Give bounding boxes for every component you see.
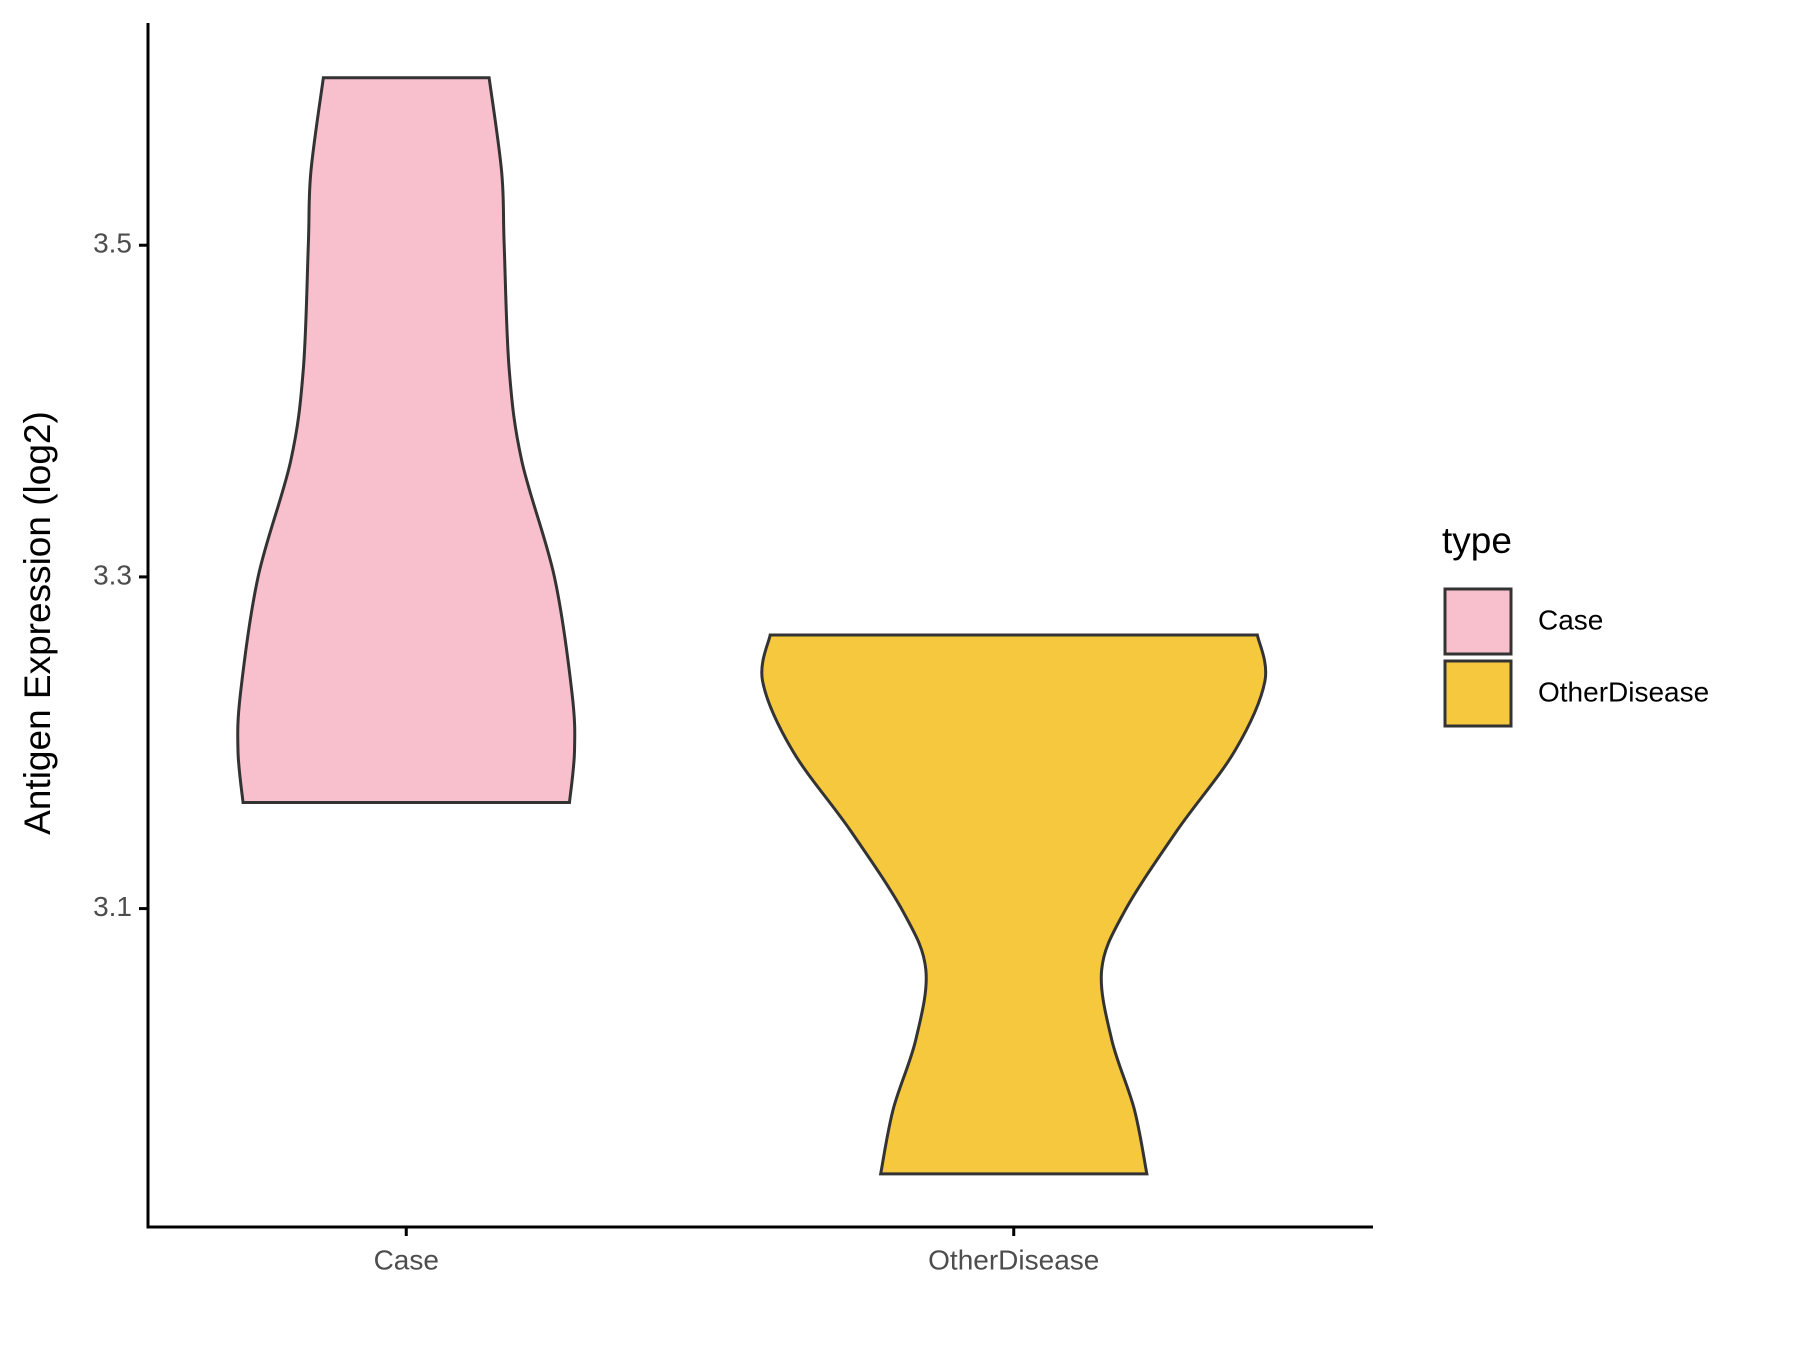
legend-label: Case: [1538, 604, 1603, 635]
x-tick-label: Case: [374, 1244, 439, 1275]
y-tick-label: 3.3: [93, 559, 132, 590]
y-tick-label: 3.5: [93, 228, 132, 259]
violin: [760, 633, 1268, 1176]
violin: [236, 76, 577, 804]
legend-key: [1443, 587, 1513, 656]
y-tick-label: 3.1: [93, 891, 132, 922]
y-axis-title: Antigen Expression (log2): [17, 411, 58, 835]
legend-title: type: [1442, 520, 1512, 561]
x-tick-label: OtherDisease: [928, 1244, 1099, 1275]
legend-label: OtherDisease: [1538, 676, 1709, 707]
legend-key: [1443, 659, 1513, 728]
